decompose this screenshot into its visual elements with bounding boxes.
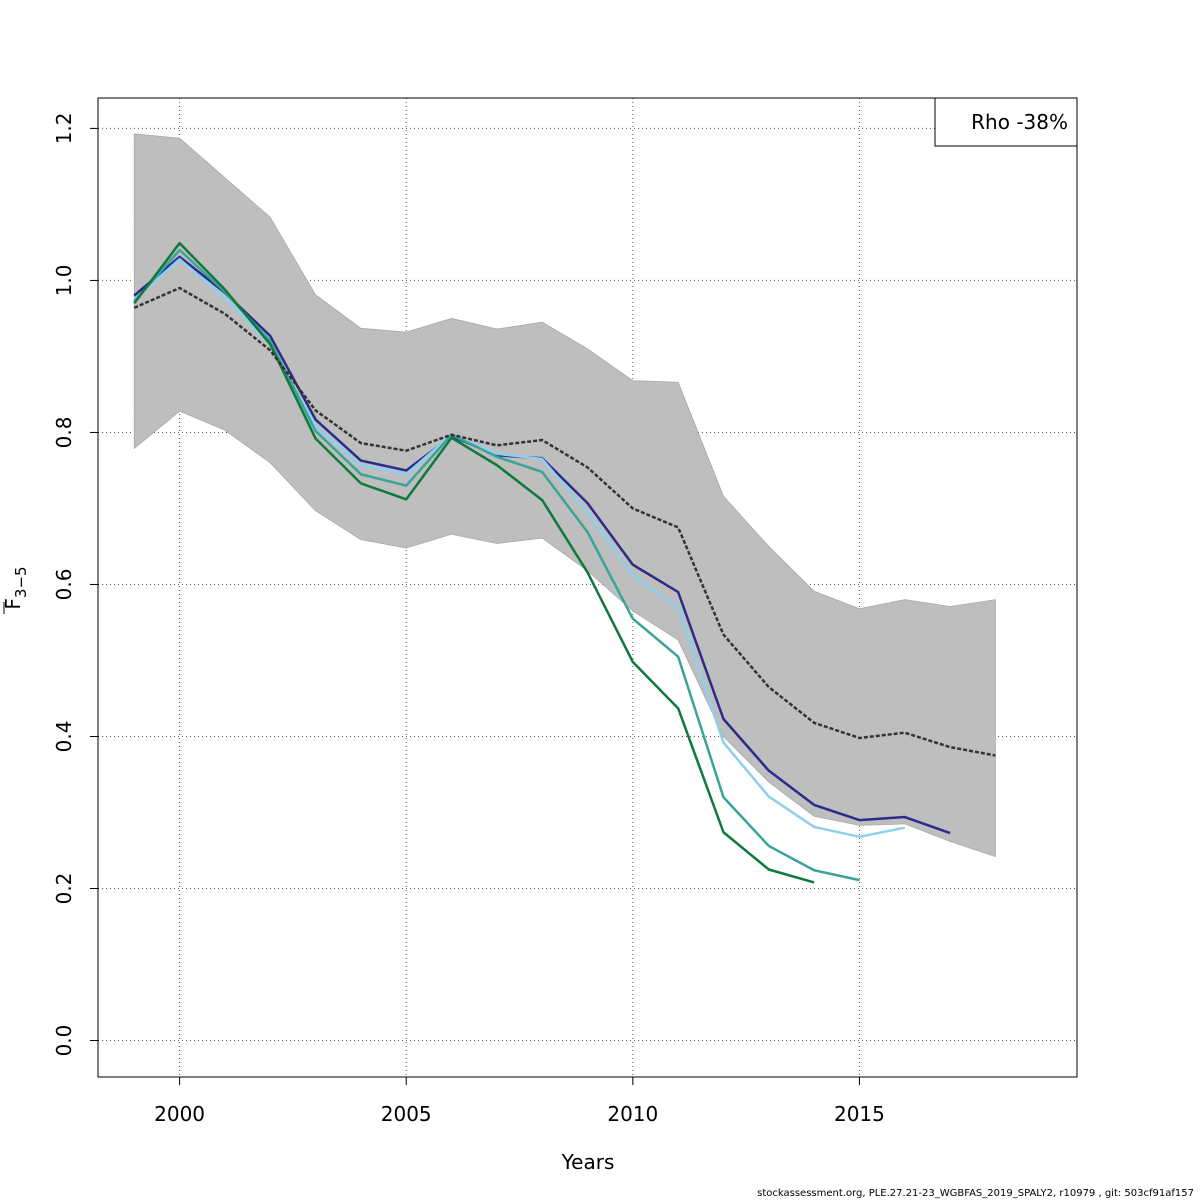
x-tick-label: 2010 bbox=[607, 1102, 658, 1126]
y-axis-title-subscript: 3−5 bbox=[12, 566, 30, 598]
y-tick-label: 1.0 bbox=[52, 265, 76, 297]
y-axis-title-main: F bbox=[1, 598, 25, 610]
y-tick-label: 0.0 bbox=[52, 1025, 76, 1057]
x-axis: 2000 2005 2010 2015 bbox=[154, 1077, 885, 1126]
y-tick-label: 1.2 bbox=[52, 112, 76, 144]
x-tick-label: 2005 bbox=[381, 1102, 432, 1126]
y-tick-label: 0.6 bbox=[52, 569, 76, 601]
x-tick-label: 2000 bbox=[154, 1102, 205, 1126]
series-line-2 bbox=[133, 257, 906, 839]
series-line-4 bbox=[133, 241, 815, 884]
legend: Rho -38% bbox=[934, 97, 1078, 147]
y-tick-label: 0.4 bbox=[52, 721, 76, 753]
confidence-band bbox=[133, 133, 996, 858]
x-tick-label: 2015 bbox=[834, 1102, 885, 1126]
series-layer bbox=[133, 241, 996, 884]
svg-text:F3−5: F3−5 bbox=[1, 566, 30, 609]
y-axis-title: F3−5 bbox=[1, 566, 30, 614]
y-axis: 0.0 0.2 0.4 0.6 0.8 1.0 1.2 bbox=[52, 112, 98, 1056]
footer-credit: stockassessment.org, PLE.27.21-23_WGBFAS… bbox=[757, 1188, 1194, 1199]
legend-text: Rho -38% bbox=[971, 110, 1068, 134]
y-tick-label: 0.2 bbox=[52, 873, 76, 905]
x-axis-title: Years bbox=[561, 1150, 615, 1174]
confidence-band-layer bbox=[133, 133, 996, 858]
y-tick-label: 0.8 bbox=[52, 417, 76, 449]
legend-box bbox=[934, 97, 1078, 147]
plot-frame bbox=[97, 97, 1078, 1078]
